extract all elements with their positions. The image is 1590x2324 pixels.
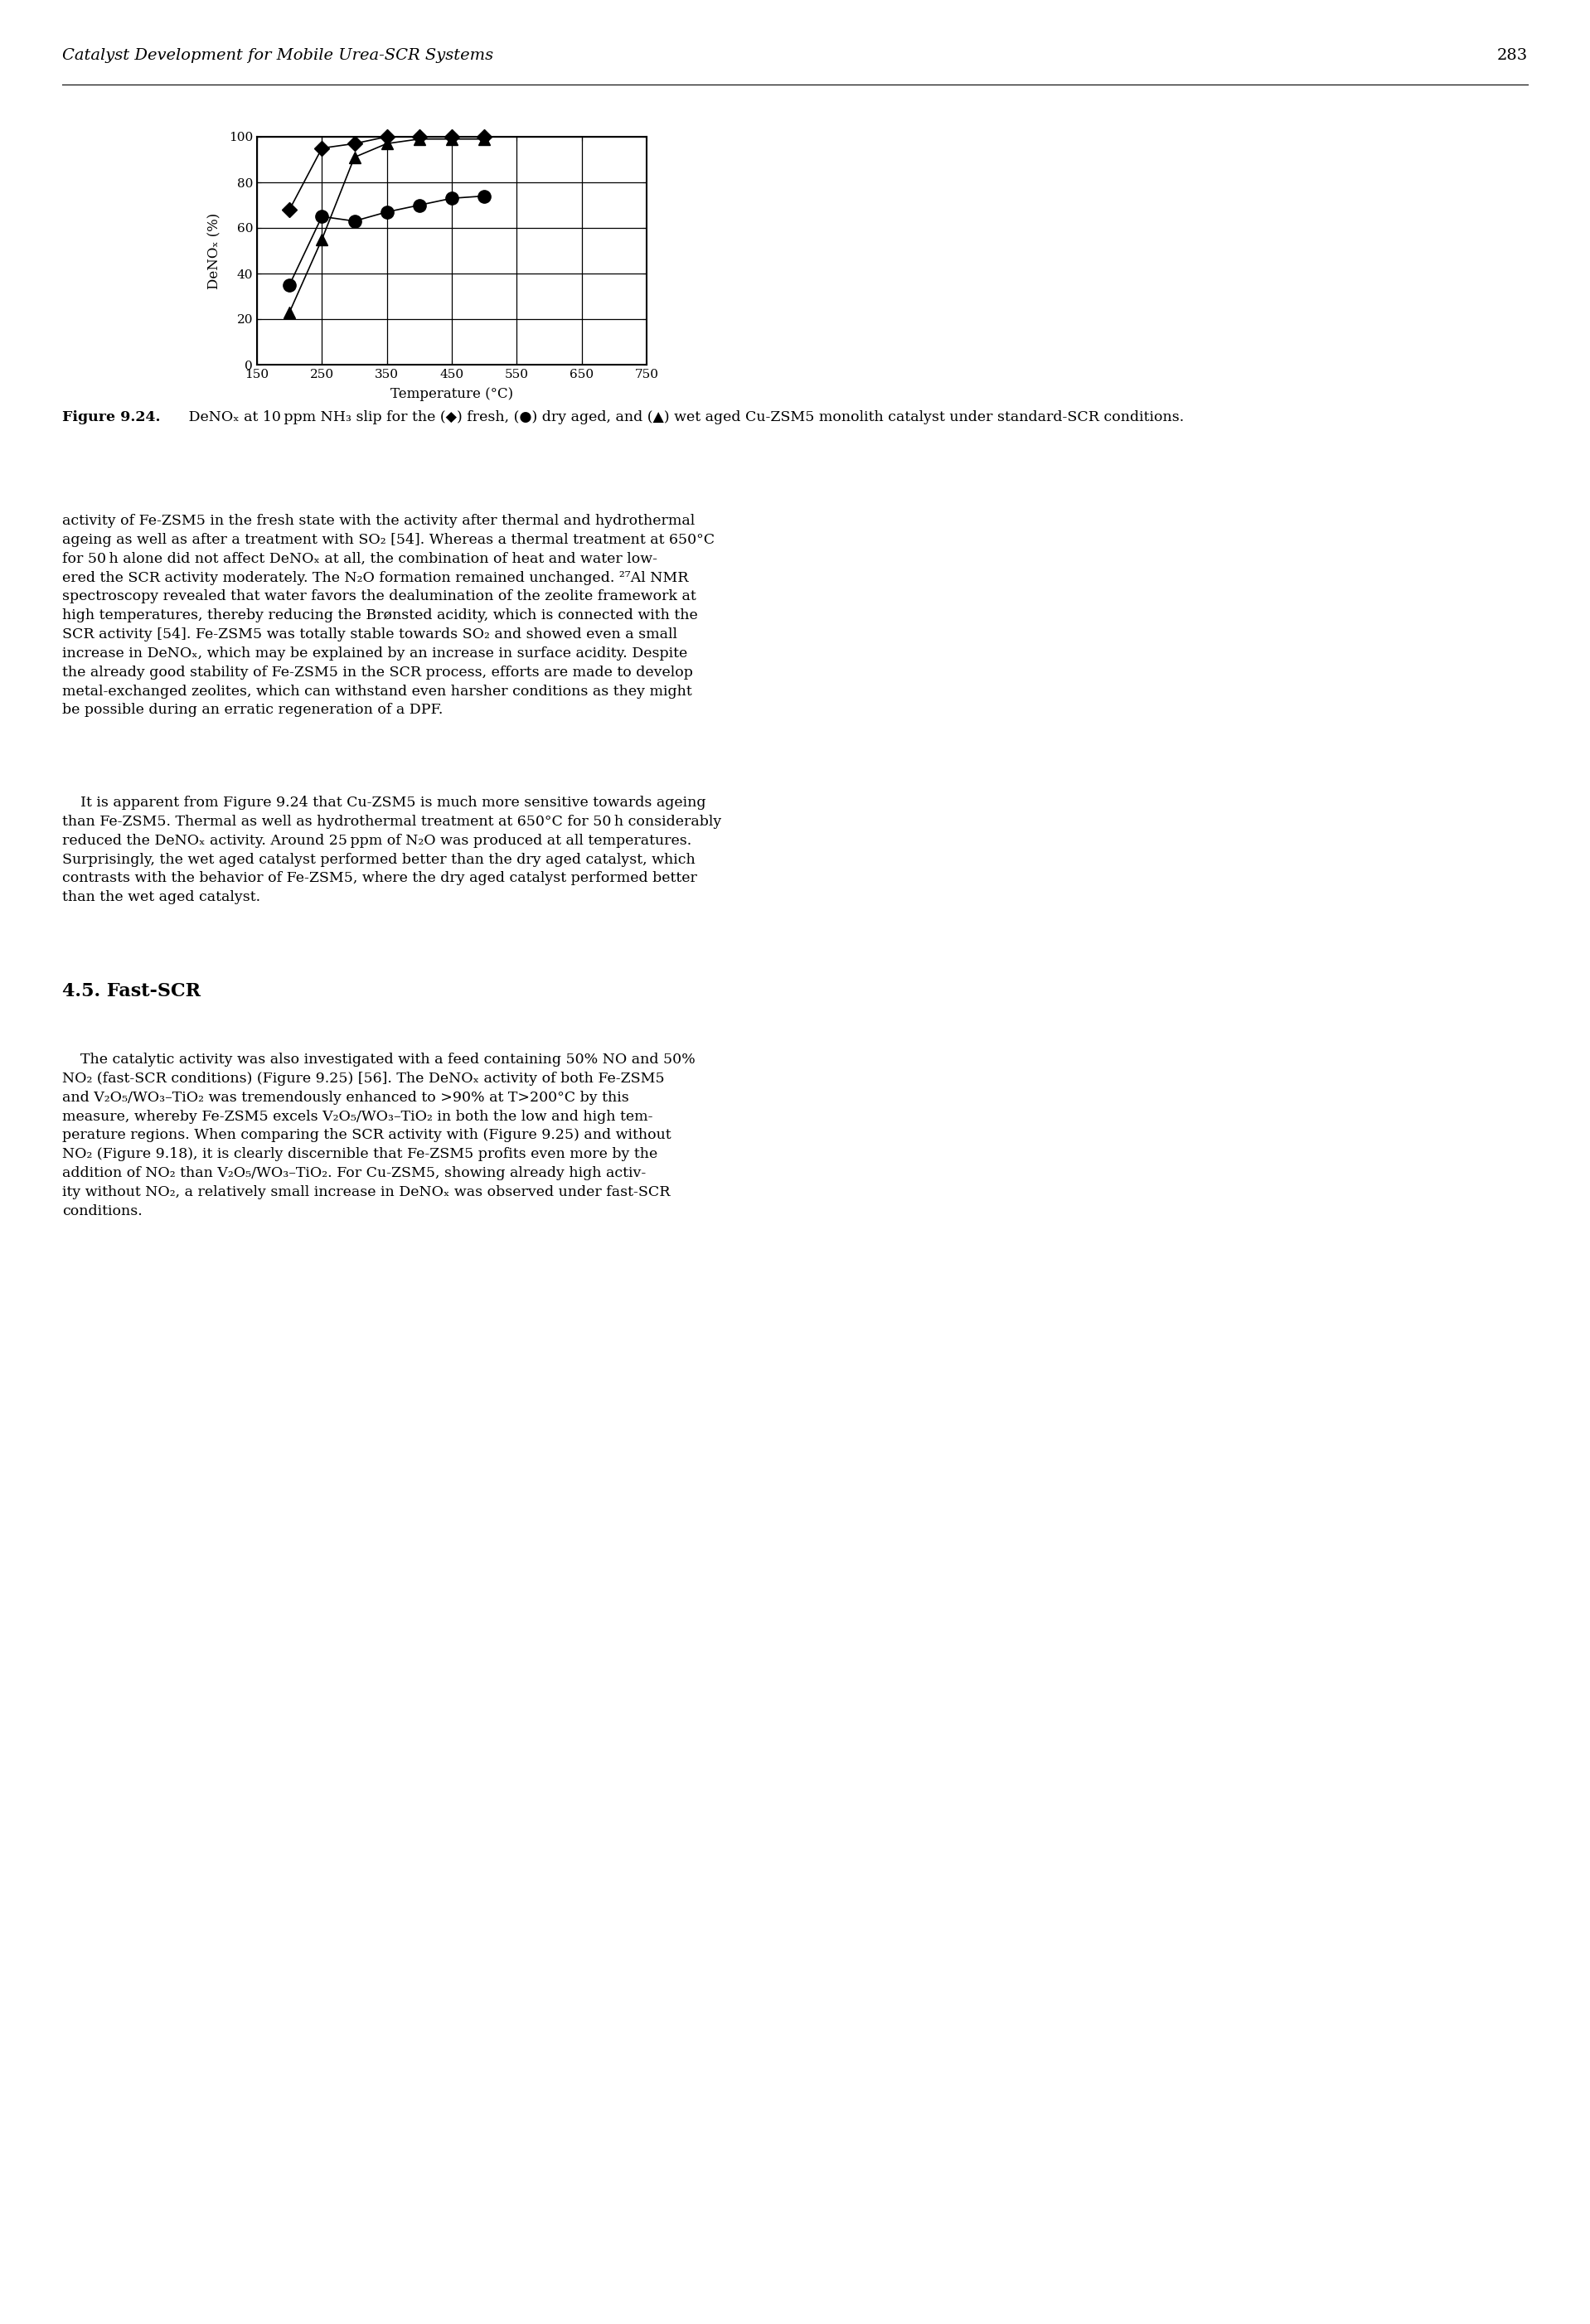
Text: The catalytic activity was also investigated with a feed containing 50% NO and 5: The catalytic activity was also investig… [62, 1053, 695, 1218]
Y-axis label: DeNOₓ (%): DeNOₓ (%) [208, 211, 221, 288]
X-axis label: Temperature (°C): Temperature (°C) [391, 388, 514, 402]
Text: 4.5. Fast-SCR: 4.5. Fast-SCR [62, 983, 200, 999]
Text: Figure 9.24.: Figure 9.24. [62, 411, 161, 425]
Text: It is apparent from Figure 9.24 that Cu-ZSM5 is much more sensitive towards agei: It is apparent from Figure 9.24 that Cu-… [62, 795, 722, 904]
Text: DeNOₓ at 10 ppm NH₃ slip for the (◆) fresh, (●) dry aged, and (▲) wet aged Cu-ZS: DeNOₓ at 10 ppm NH₃ slip for the (◆) fre… [184, 411, 1185, 425]
Text: 283: 283 [1496, 49, 1528, 63]
Text: activity of Fe-ZSM5 in the fresh state with the activity after thermal and hydro: activity of Fe-ZSM5 in the fresh state w… [62, 514, 714, 718]
Text: Catalyst Development for Mobile Urea-SCR Systems: Catalyst Development for Mobile Urea-SCR… [62, 49, 493, 63]
